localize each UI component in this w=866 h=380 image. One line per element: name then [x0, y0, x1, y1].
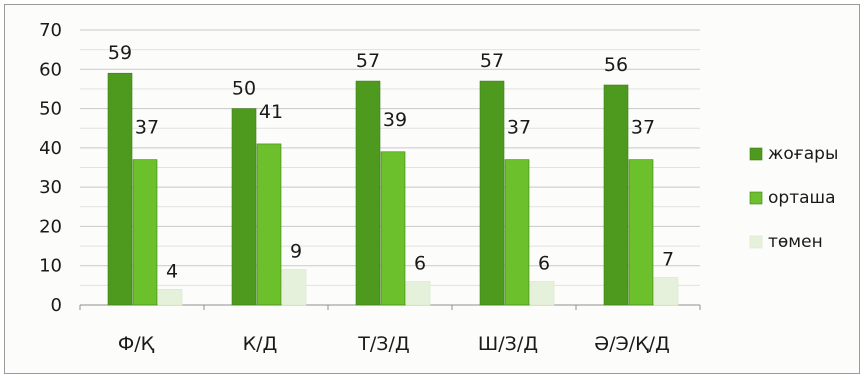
legend-swatch-орташа: [749, 191, 763, 205]
data-label: 41: [259, 101, 283, 123]
data-label: 57: [356, 50, 380, 72]
legend-label: төмен: [768, 232, 823, 252]
bar-жоғары: [479, 80, 505, 306]
legend-label: орташа: [768, 188, 836, 208]
data-label: 37: [135, 117, 159, 139]
bar-төмен: [405, 281, 431, 306]
data-label: 4: [166, 260, 178, 282]
x-category-label: Ш/З/Д: [478, 333, 538, 355]
bar-орташа: [132, 159, 158, 306]
x-category-label: Т/З/Д: [357, 333, 409, 355]
y-tick-label: 40: [39, 138, 62, 159]
x-category-label: Ә/Э/Қ/Д: [594, 333, 670, 355]
x-category-label: Ф/Қ: [118, 333, 155, 355]
bar-жоғары: [603, 84, 629, 306]
bar-орташа: [504, 159, 530, 306]
data-label: 6: [538, 252, 550, 274]
data-label: 7: [662, 249, 674, 271]
y-tick-label: 20: [39, 216, 62, 237]
bar-төмен: [653, 277, 679, 306]
bar-төмен: [529, 281, 555, 306]
y-tick-label: 60: [39, 59, 62, 80]
y-tick-label: 30: [39, 177, 62, 198]
y-tick-label: 0: [51, 295, 62, 316]
data-label: 6: [414, 252, 426, 274]
data-label: 37: [507, 117, 531, 139]
x-category-label: К/Д: [243, 333, 278, 355]
bar-жоғары: [231, 108, 257, 306]
data-label: 39: [383, 109, 407, 131]
bar-төмен: [281, 269, 307, 306]
legend-swatch-жоғары: [749, 147, 763, 161]
y-tick-label: 70: [39, 20, 62, 41]
y-tick-label: 50: [39, 99, 62, 120]
bar-төмен: [157, 288, 183, 306]
data-label: 59: [108, 42, 132, 64]
data-label: 57: [480, 50, 504, 72]
y-tick-label: 10: [39, 256, 62, 277]
legend-swatch-төмен: [749, 235, 763, 249]
bar-орташа: [628, 159, 654, 306]
bar-орташа: [380, 151, 406, 306]
data-label: 37: [631, 117, 655, 139]
data-label: 56: [604, 54, 628, 76]
data-label: 9: [290, 241, 302, 263]
data-label: 50: [232, 78, 256, 100]
bar-жоғары: [355, 80, 381, 306]
bar-орташа: [256, 143, 282, 306]
legend-label: жоғары: [768, 144, 838, 164]
bar-жоғары: [107, 72, 133, 306]
